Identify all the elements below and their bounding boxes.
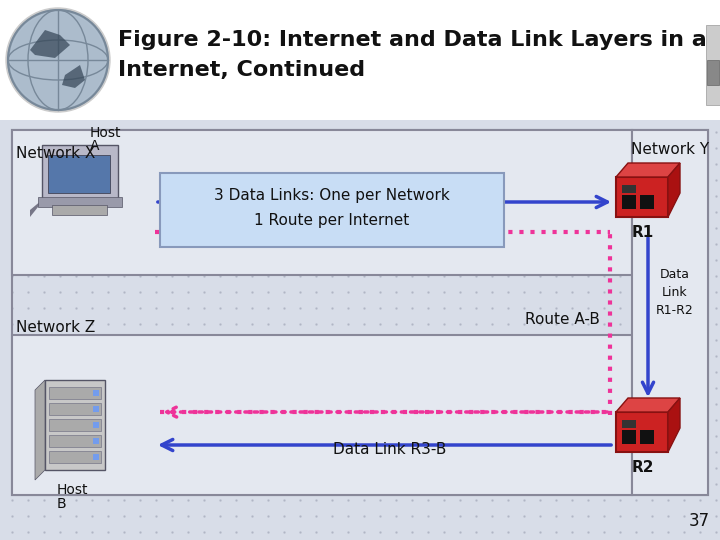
Text: A: A xyxy=(90,139,99,153)
Bar xyxy=(49,387,101,399)
Bar xyxy=(622,420,636,428)
Circle shape xyxy=(6,8,110,112)
Bar xyxy=(632,130,708,495)
Bar xyxy=(49,435,101,447)
Bar xyxy=(707,60,719,85)
Bar xyxy=(0,120,720,540)
Bar xyxy=(12,335,632,495)
Text: Network Y: Network Y xyxy=(631,143,709,158)
Polygon shape xyxy=(35,380,45,480)
Text: Data Link A-R1: Data Link A-R1 xyxy=(328,177,441,192)
Circle shape xyxy=(10,12,106,108)
Polygon shape xyxy=(616,163,680,177)
Circle shape xyxy=(8,10,108,110)
Text: Figure 2-10: Internet and Data Link Layers in an: Figure 2-10: Internet and Data Link Laye… xyxy=(118,30,720,50)
Text: Network X: Network X xyxy=(16,146,95,161)
Text: 3 Data Links: One per Network
1 Route per Internet: 3 Data Links: One per Network 1 Route pe… xyxy=(214,188,450,228)
Bar xyxy=(616,177,668,217)
Bar xyxy=(42,145,118,200)
Bar xyxy=(93,454,99,460)
Text: Data Link R3-B: Data Link R3-B xyxy=(333,442,446,457)
Bar xyxy=(45,380,105,470)
Bar xyxy=(640,195,654,209)
Bar xyxy=(49,419,101,431)
Bar xyxy=(52,205,107,215)
Bar xyxy=(93,406,99,412)
Bar xyxy=(38,197,122,207)
Bar xyxy=(93,422,99,428)
Text: R1: R1 xyxy=(632,225,654,240)
Bar xyxy=(93,390,99,396)
Text: Host: Host xyxy=(90,126,122,140)
Polygon shape xyxy=(668,163,680,217)
Polygon shape xyxy=(668,398,680,452)
Text: Network Z: Network Z xyxy=(16,320,95,334)
Text: Host: Host xyxy=(57,483,89,497)
Text: B: B xyxy=(57,497,67,511)
Text: 37: 37 xyxy=(689,512,710,530)
Bar xyxy=(622,195,636,209)
Bar xyxy=(12,130,708,495)
Text: Data
Link
R1-R2: Data Link R1-R2 xyxy=(656,267,694,316)
Text: R2: R2 xyxy=(631,460,654,475)
Bar xyxy=(93,438,99,444)
Bar xyxy=(622,430,636,444)
Bar xyxy=(48,155,110,193)
Bar xyxy=(616,412,668,452)
Bar xyxy=(49,403,101,415)
Polygon shape xyxy=(62,65,85,88)
Bar xyxy=(640,430,654,444)
Bar xyxy=(12,130,632,275)
Polygon shape xyxy=(30,200,42,217)
Bar xyxy=(0,0,720,120)
Polygon shape xyxy=(616,398,680,412)
Polygon shape xyxy=(30,30,70,58)
Bar xyxy=(49,451,101,463)
FancyBboxPatch shape xyxy=(160,173,504,247)
Text: Route A-B: Route A-B xyxy=(525,313,600,327)
Text: Internet, Continued: Internet, Continued xyxy=(118,60,365,80)
Bar xyxy=(706,25,720,105)
Bar xyxy=(622,185,636,193)
